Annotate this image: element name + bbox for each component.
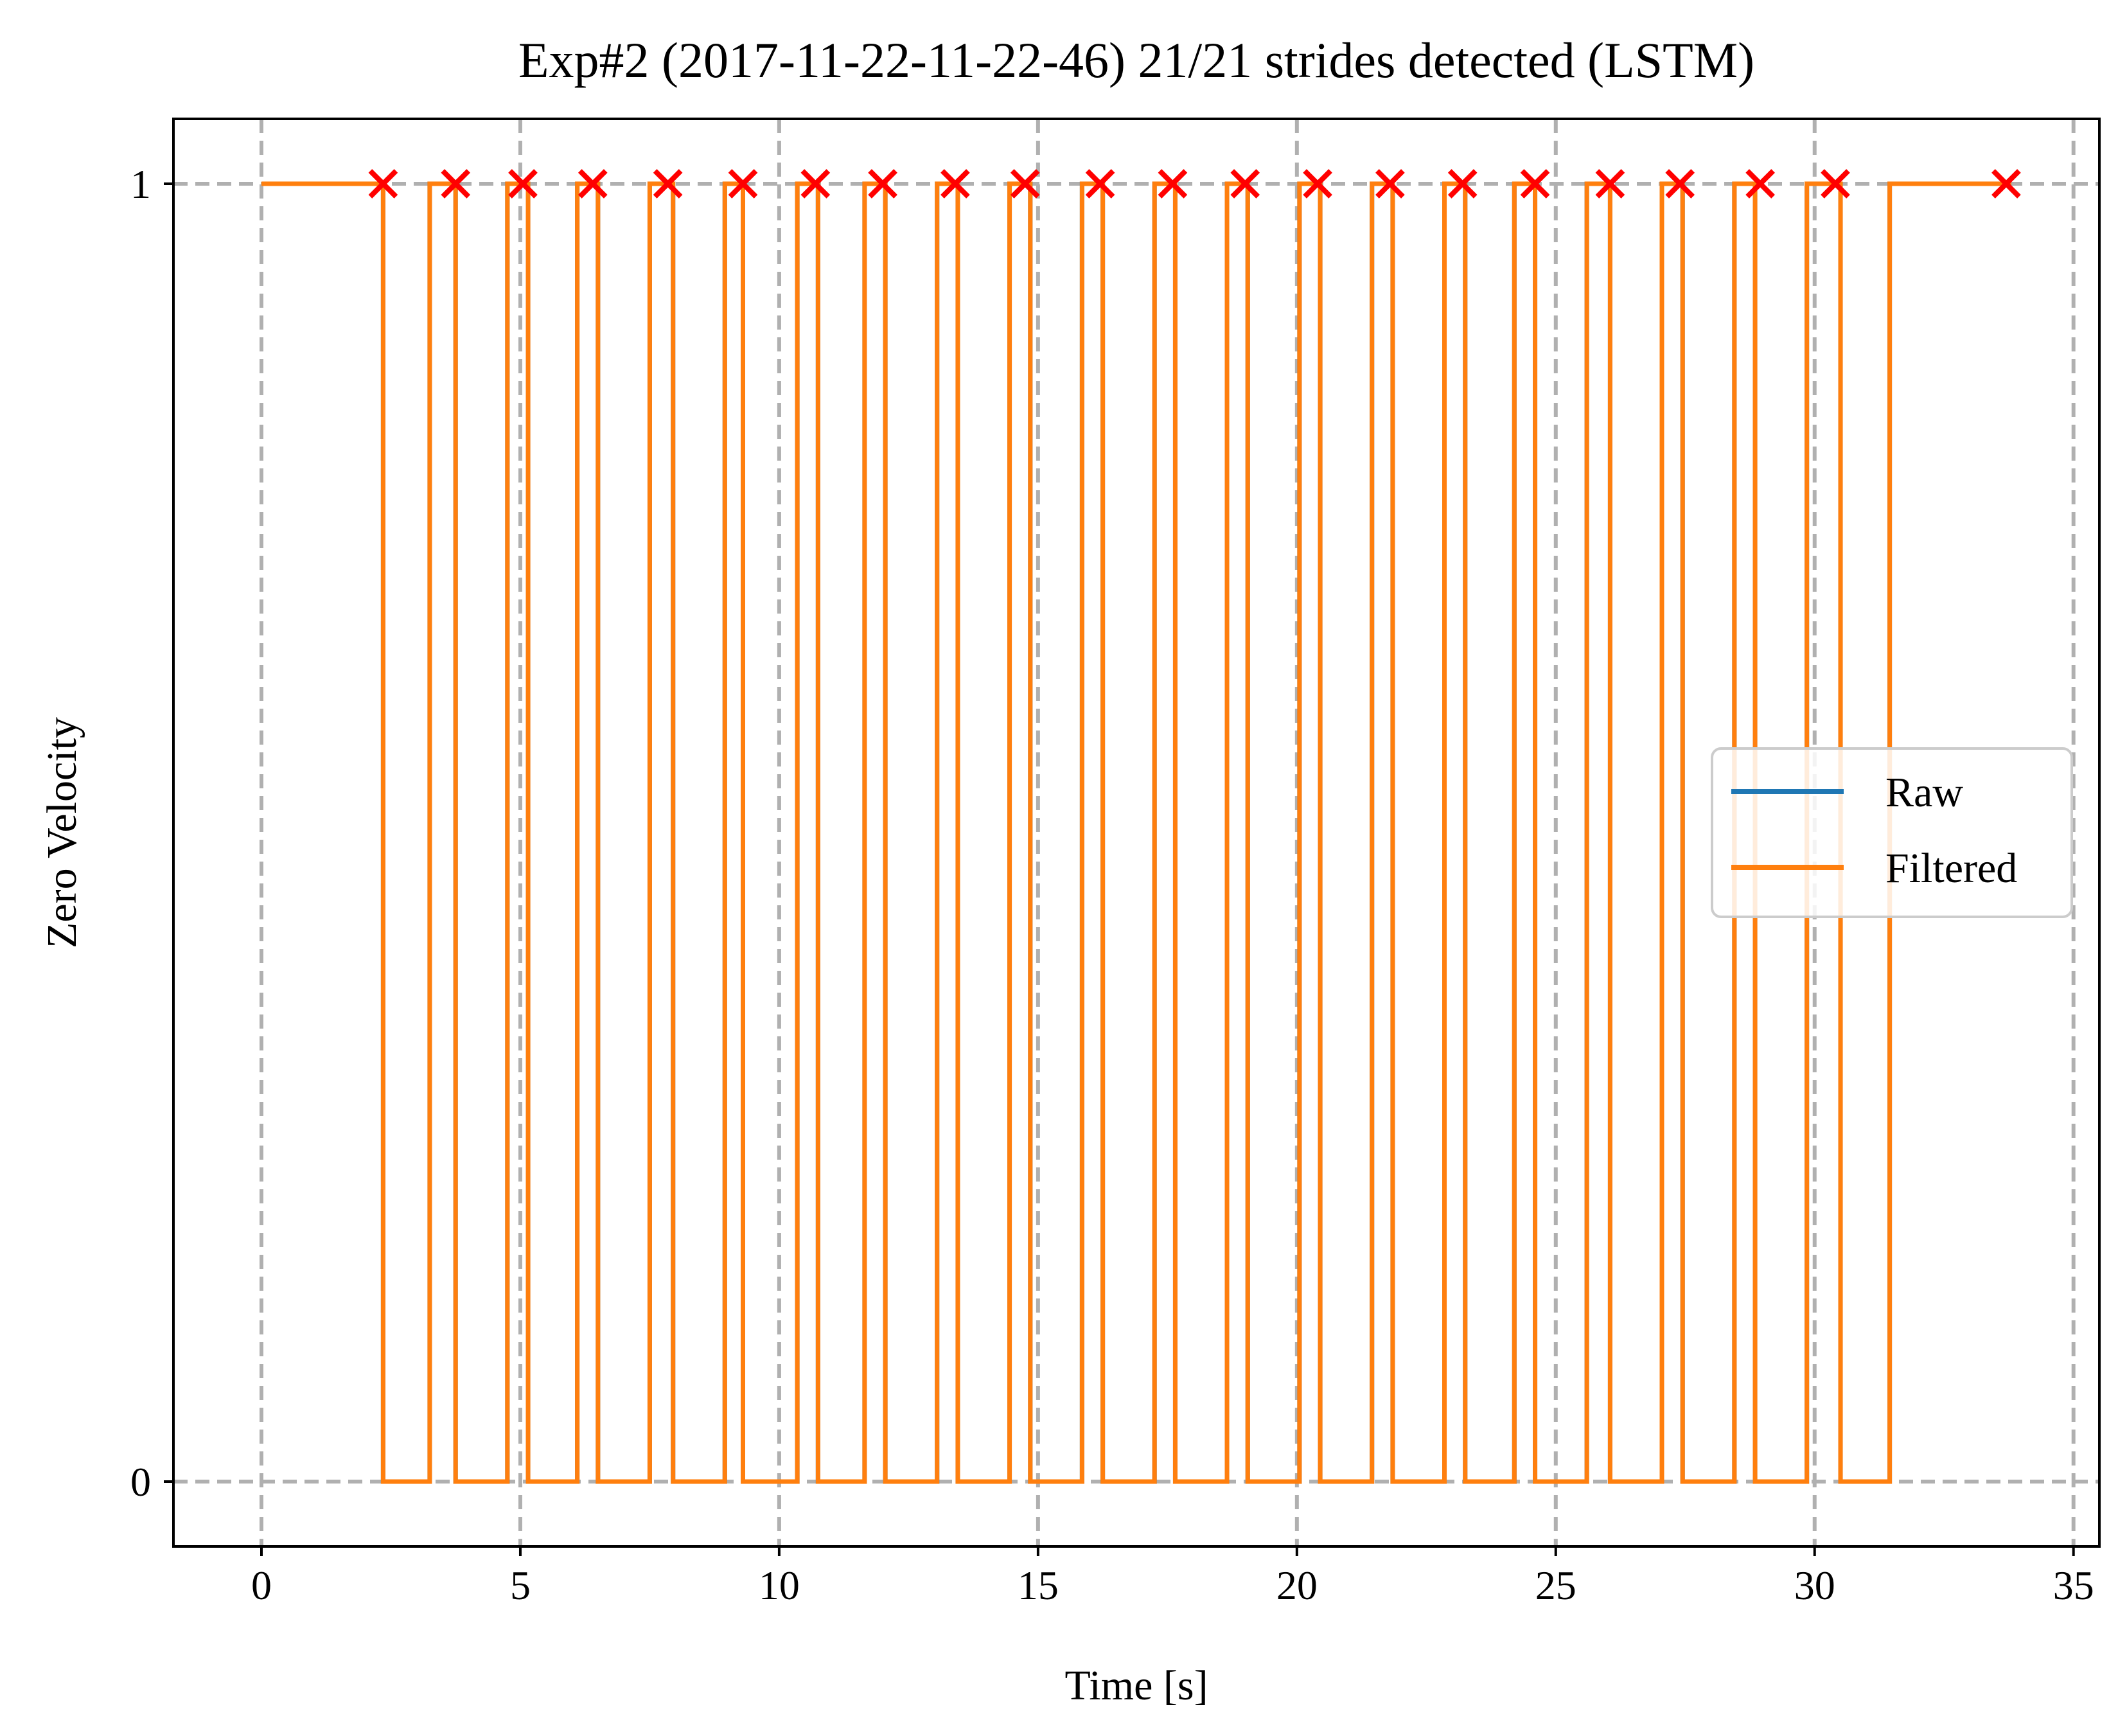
stride-marker bbox=[368, 169, 398, 199]
stride-marker bbox=[1085, 169, 1115, 199]
stride-marker bbox=[1447, 169, 1478, 199]
stride-marker bbox=[1303, 169, 1332, 199]
legend-label-filtered: Filtered bbox=[1885, 845, 2017, 892]
stride-marker bbox=[940, 169, 970, 199]
stride-marker bbox=[1745, 169, 1775, 199]
stride-marker bbox=[1010, 169, 1040, 199]
chart-title: Exp#2 (2017-11-22-11-22-46) 21/21 stride… bbox=[518, 32, 1754, 88]
stride-marker bbox=[1991, 169, 2021, 199]
stride-markers bbox=[368, 169, 2021, 199]
x-tick-label: 35 bbox=[2053, 1563, 2094, 1608]
x-tick-label: 5 bbox=[510, 1563, 531, 1608]
x-tick-label: 15 bbox=[1018, 1563, 1059, 1608]
x-tick-label: 25 bbox=[1535, 1563, 1576, 1608]
stride-marker bbox=[1230, 169, 1260, 199]
y-tick-label: 0 bbox=[130, 1459, 151, 1505]
y-axis-label: Zero Velocity bbox=[39, 717, 85, 948]
legend: Raw Filtered bbox=[1711, 747, 2073, 918]
series-line-filtered bbox=[261, 181, 2011, 1484]
stride-marker bbox=[578, 169, 608, 199]
stride-marker bbox=[1520, 169, 1550, 199]
stride-marker bbox=[1375, 169, 1405, 199]
plot-area bbox=[172, 118, 2101, 1548]
stride-marker bbox=[653, 169, 683, 199]
x-tick-label: 20 bbox=[1276, 1563, 1318, 1608]
stride-marker bbox=[868, 169, 897, 199]
x-axis-ticks: 0 5 10 15 20 25 30 35 bbox=[251, 1546, 2094, 1608]
stride-marker bbox=[1821, 169, 1850, 199]
x-tick-label: 30 bbox=[1794, 1563, 1835, 1608]
stride-marker bbox=[800, 169, 831, 199]
plot-frame bbox=[172, 118, 2101, 1548]
series-lines bbox=[261, 181, 2011, 1484]
stride-marker bbox=[1595, 169, 1625, 199]
stride-marker bbox=[728, 169, 758, 199]
stride-marker bbox=[441, 169, 471, 199]
x-tick-label: 10 bbox=[759, 1563, 800, 1608]
y-tick-label: 1 bbox=[130, 161, 151, 207]
x-tick-label: 0 bbox=[251, 1563, 272, 1608]
stride-marker bbox=[1158, 169, 1188, 199]
legend-label-raw: Raw bbox=[1885, 769, 1963, 816]
stride-marker bbox=[1665, 169, 1695, 199]
x-axis-label: Time [s] bbox=[1064, 1662, 1208, 1709]
y-axis-ticks: 01 bbox=[130, 161, 173, 1505]
stride-marker bbox=[508, 169, 538, 199]
